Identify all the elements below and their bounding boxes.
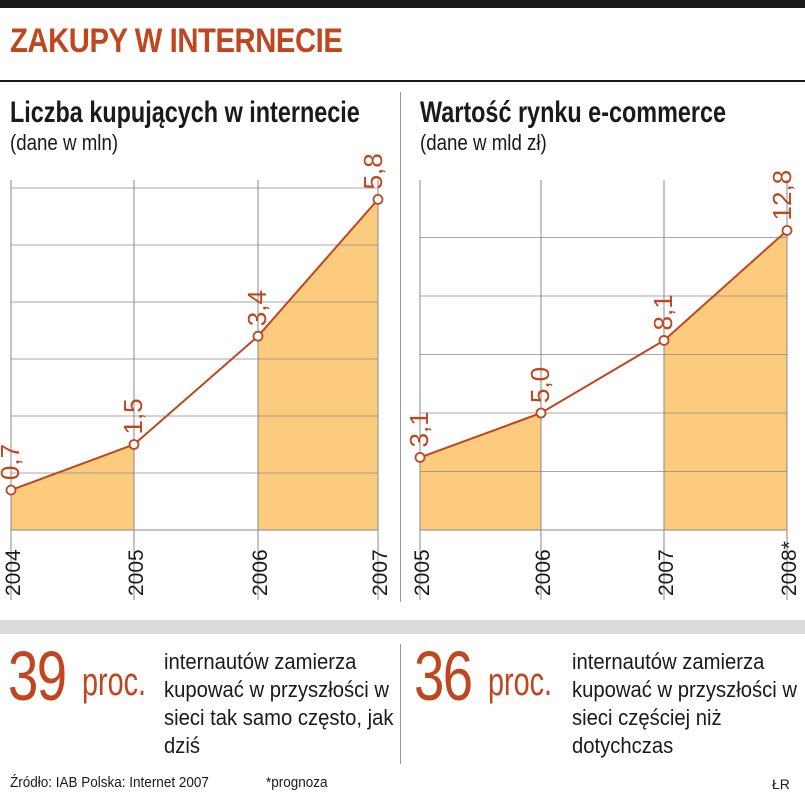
buyers-data-point (252, 330, 264, 342)
ecommerce-data-point (781, 225, 793, 236)
ecommerce-data-point (658, 335, 670, 346)
buyers-data-point (5, 484, 17, 496)
buyers-year-label: 2006 (249, 549, 272, 596)
ecommerce-year-label: 2007 (655, 549, 678, 596)
stat-number-left: 39 (8, 637, 67, 715)
stat-unit-right: proc. (488, 660, 553, 704)
stat-unit-left: proc. (82, 660, 147, 704)
stat-divider (400, 644, 401, 764)
chart-divider (400, 92, 401, 602)
stat-text-left: internautów zamierza kupować w przyszłoś… (164, 649, 394, 758)
chart-ecommerce-value: 3,1 5,0 8,1 12,8 2005 2006 2007 2008* (404, 170, 801, 600)
chart-title-right: Wartość rynku e-commerce (420, 96, 727, 129)
ecommerce-data-point (414, 452, 426, 463)
ecommerce-value-label: 3,1 (404, 411, 434, 447)
author-initials: ŁR (772, 776, 790, 792)
header-rule (0, 80, 805, 82)
ecommerce-value-label: 8,1 (648, 294, 678, 330)
buyers-data-point (372, 193, 384, 205)
chart-buyers: 0,7 1,5 3,4 5,8 2004 2005 2006 2007 (0, 153, 392, 600)
section-band (0, 620, 805, 634)
buyers-value-label: 5,8 (358, 153, 388, 189)
buyers-area-segment (11, 444, 134, 530)
ecommerce-year-label: 2006 (532, 549, 555, 596)
chart-subtitle-right: (dane w mld zł) (420, 130, 547, 155)
ecommerce-year-label: 2008* (778, 541, 801, 596)
buyers-year-label: 2005 (125, 549, 148, 596)
buyers-value-label: 3,4 (242, 290, 272, 326)
ecommerce-year-label: 2005 (411, 549, 434, 596)
chart-title-left: Liczba kupujących w internecie (10, 96, 360, 129)
top-bar (0, 0, 805, 8)
source-note: Źródło: IAB Polska: Internet 2007 (10, 774, 209, 791)
buyers-data-point (128, 439, 140, 450)
buyers-area-segment (258, 199, 378, 530)
ecommerce-series-line (419, 229, 788, 459)
ecommerce-value-label: 12,8 (767, 170, 797, 221)
ecommerce-data-point (535, 407, 547, 419)
stat-number-right: 36 (414, 637, 473, 715)
forecast-note: *prognoza (266, 774, 328, 791)
chart-subtitle-left: (dane w mln) (10, 130, 119, 155)
page-title: ZAKUPY W INTERNECIE (10, 22, 343, 60)
ecommerce-area-segment (664, 230, 787, 531)
buyers-year-label: 2007 (369, 549, 392, 596)
stat-text-right: internautów zamierza kupować w przyszłoś… (572, 649, 797, 758)
ecommerce-value-label: 5,0 (525, 367, 555, 403)
buyers-series-line (10, 198, 379, 492)
buyers-year-label: 2004 (2, 549, 25, 596)
buyers-value-label: 0,7 (0, 444, 25, 480)
buyers-value-label: 1,5 (118, 398, 148, 434)
